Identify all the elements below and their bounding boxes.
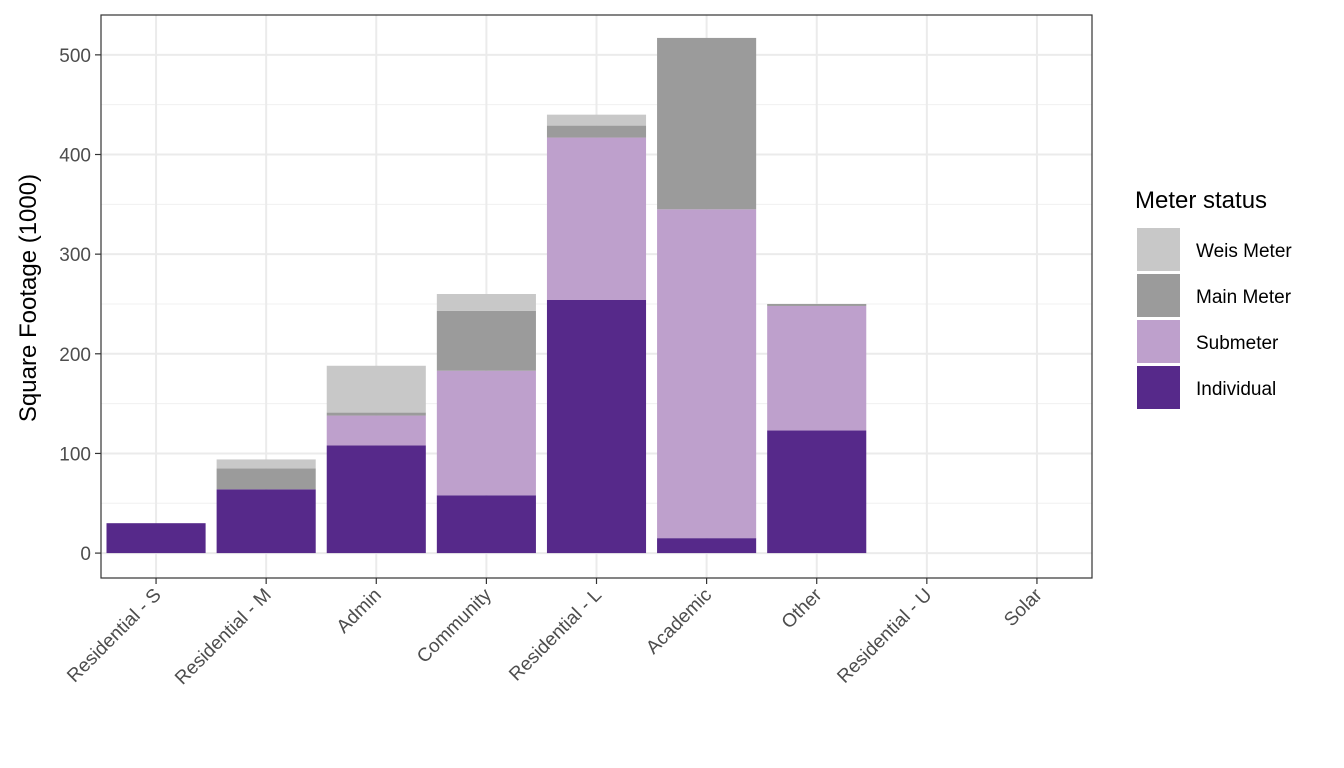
bar-segment bbox=[657, 209, 757, 539]
x-tick-label: Community bbox=[413, 584, 496, 667]
legend-key bbox=[1137, 228, 1180, 271]
y-tick-label: 0 bbox=[80, 544, 91, 565]
legend-title: Meter status bbox=[1135, 187, 1267, 214]
legend-label: Main Meter bbox=[1196, 287, 1292, 308]
bar-segment bbox=[657, 37, 757, 210]
bar-segment bbox=[546, 114, 647, 126]
legend-label: Individual bbox=[1196, 379, 1276, 400]
bar-segment bbox=[657, 538, 757, 554]
bars bbox=[106, 37, 867, 554]
y-tick-label: 500 bbox=[59, 46, 91, 67]
x-tick-label: Admin bbox=[333, 585, 386, 638]
x-tick-label: Academic bbox=[642, 585, 716, 659]
bar-segment bbox=[326, 415, 426, 446]
bar-segment bbox=[326, 445, 426, 554]
x-tick-label: Residential - M bbox=[171, 585, 275, 689]
y-axis-title: Square Footage (1000) bbox=[15, 174, 42, 422]
bar-segment bbox=[216, 468, 316, 490]
legend: Weis Meter Main Meter Submeter Individual bbox=[1137, 228, 1292, 409]
legend-key bbox=[1137, 274, 1180, 317]
bar-segment bbox=[216, 459, 316, 469]
legend-label: Submeter bbox=[1196, 333, 1279, 354]
bar-segment bbox=[326, 412, 426, 416]
legend-key bbox=[1137, 320, 1180, 363]
bar-segment bbox=[436, 310, 536, 371]
y-tick-label: 100 bbox=[59, 444, 91, 465]
bar-segment bbox=[546, 125, 647, 138]
bar-segment bbox=[436, 495, 536, 554]
bar-segment bbox=[546, 137, 647, 300]
bar-segment bbox=[326, 365, 426, 413]
bar-segment bbox=[106, 523, 206, 554]
legend-key bbox=[1137, 366, 1180, 409]
bar-segment bbox=[767, 430, 867, 554]
bar-segment bbox=[767, 303, 867, 306]
x-tick-label: Residential - U bbox=[833, 585, 936, 688]
y-tick-label: 200 bbox=[59, 345, 91, 366]
bar-segment bbox=[216, 489, 316, 554]
x-tick-label: Solar bbox=[1000, 584, 1047, 631]
bar-segment bbox=[436, 370, 536, 496]
y-tick-label: 400 bbox=[59, 146, 91, 167]
y-tick-label: 300 bbox=[59, 245, 91, 266]
bar-segment bbox=[546, 299, 647, 554]
bar-segment bbox=[767, 305, 867, 431]
x-tick-label: Residential - L bbox=[505, 585, 606, 686]
x-tick-label: Residential - S bbox=[63, 585, 165, 687]
x-tick-label: Other bbox=[778, 584, 827, 633]
bar-segment bbox=[436, 294, 536, 311]
legend-label: Weis Meter bbox=[1196, 241, 1292, 262]
